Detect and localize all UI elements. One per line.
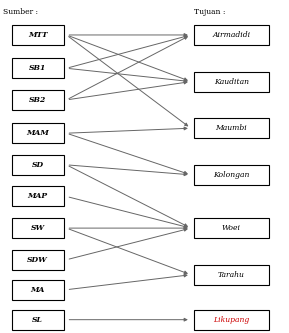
Text: Likupang: Likupang bbox=[213, 316, 249, 324]
Text: Tujuan :: Tujuan : bbox=[194, 8, 225, 16]
Text: SB1: SB1 bbox=[29, 64, 46, 72]
FancyBboxPatch shape bbox=[12, 90, 64, 110]
FancyBboxPatch shape bbox=[194, 265, 269, 285]
Text: MAM: MAM bbox=[26, 129, 49, 137]
FancyBboxPatch shape bbox=[12, 310, 64, 330]
FancyBboxPatch shape bbox=[12, 218, 64, 238]
Text: Kolongan: Kolongan bbox=[213, 171, 249, 179]
FancyBboxPatch shape bbox=[194, 118, 269, 138]
Text: SW: SW bbox=[31, 224, 45, 232]
Text: SD: SD bbox=[32, 161, 44, 169]
Text: Airmadidi: Airmadidi bbox=[212, 31, 250, 39]
FancyBboxPatch shape bbox=[12, 58, 64, 78]
Text: SDW: SDW bbox=[27, 256, 48, 264]
Text: SB2: SB2 bbox=[29, 96, 46, 104]
FancyBboxPatch shape bbox=[12, 155, 64, 175]
FancyBboxPatch shape bbox=[12, 280, 64, 300]
FancyBboxPatch shape bbox=[194, 310, 269, 330]
Text: Sumber :: Sumber : bbox=[3, 8, 38, 16]
FancyBboxPatch shape bbox=[12, 123, 64, 143]
FancyBboxPatch shape bbox=[194, 218, 269, 238]
Text: MAP: MAP bbox=[27, 192, 48, 200]
Text: Tarahu: Tarahu bbox=[218, 271, 244, 279]
Text: MA: MA bbox=[30, 286, 45, 294]
FancyBboxPatch shape bbox=[12, 250, 64, 270]
FancyBboxPatch shape bbox=[12, 25, 64, 45]
FancyBboxPatch shape bbox=[12, 186, 64, 206]
Text: Kauditan: Kauditan bbox=[214, 78, 249, 86]
Text: MTT: MTT bbox=[28, 31, 47, 39]
FancyBboxPatch shape bbox=[194, 25, 269, 45]
Text: Woei: Woei bbox=[222, 224, 241, 232]
FancyBboxPatch shape bbox=[194, 165, 269, 185]
Text: SL: SL bbox=[32, 316, 43, 324]
Text: Maumbi: Maumbi bbox=[215, 124, 247, 132]
FancyBboxPatch shape bbox=[194, 72, 269, 92]
